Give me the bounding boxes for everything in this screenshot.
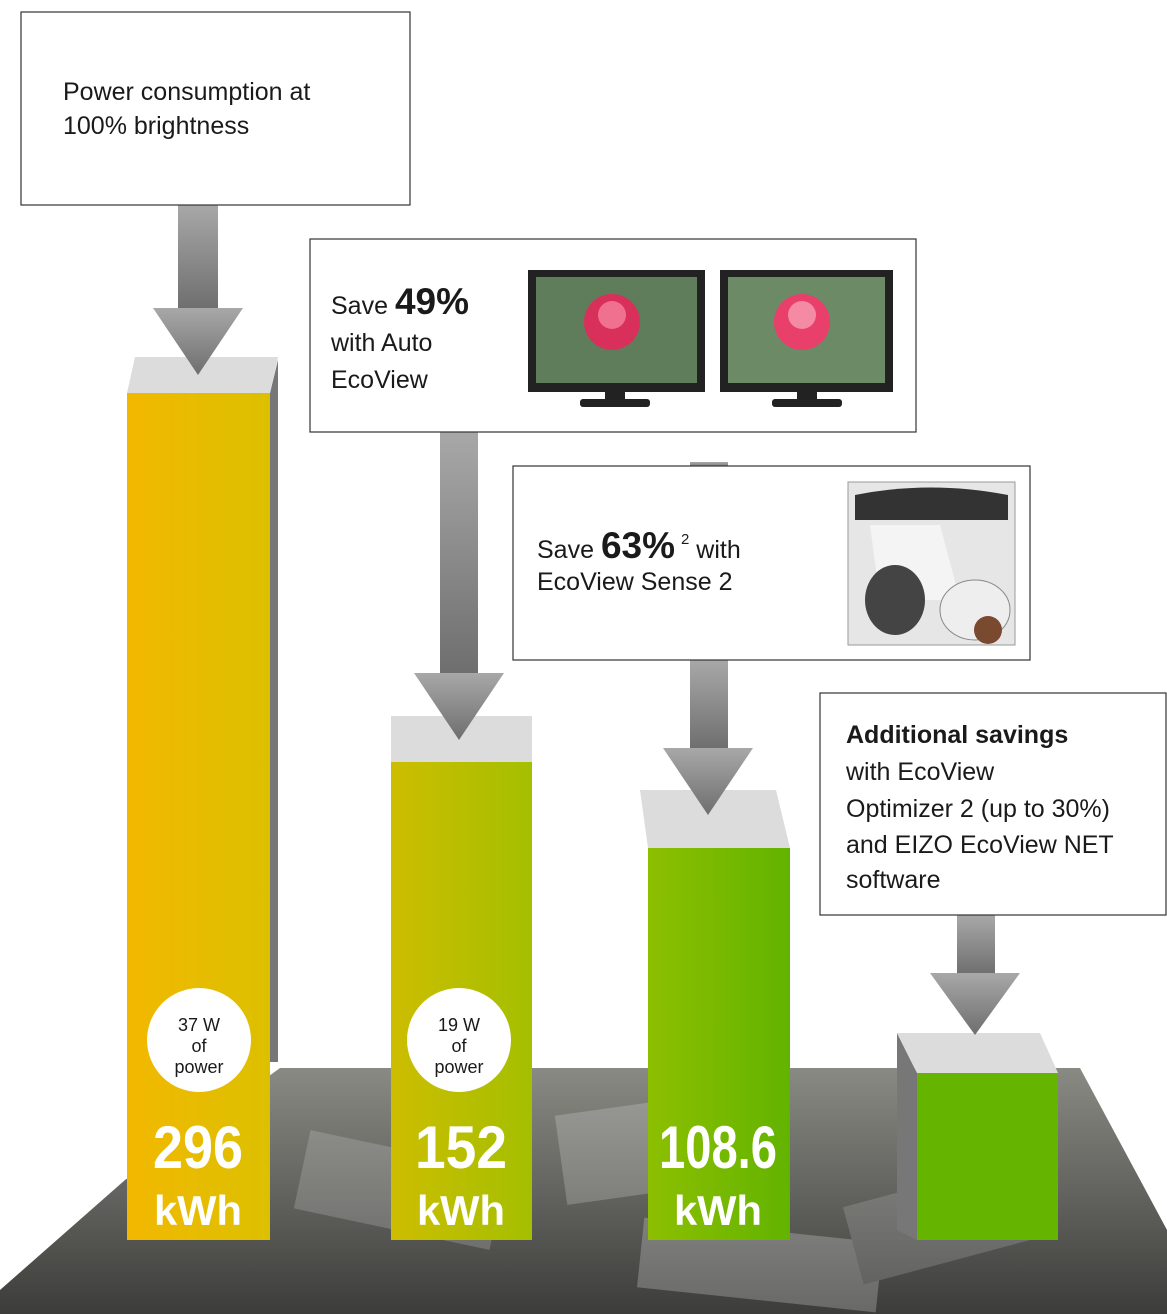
power-text: power — [174, 1057, 223, 1077]
callout-text: software — [846, 866, 940, 894]
callout-heading: Additional savings — [846, 721, 1068, 749]
energy-unit: kWh — [674, 1187, 762, 1234]
callout-box — [819, 692, 1167, 916]
callout-text: Optimizer 2 (up to 30%) — [846, 795, 1110, 823]
power-badge — [147, 988, 251, 1092]
power-text: of — [451, 1036, 467, 1056]
energy-unit: kWh — [417, 1187, 505, 1234]
bar — [648, 848, 790, 1240]
text: with — [695, 536, 740, 564]
energy-value: 296 — [153, 1114, 243, 1181]
arrows — [153, 205, 1020, 1035]
callout-text: 100% brightness — [63, 112, 249, 140]
highlight: 63% — [601, 525, 675, 566]
callout-text: with Auto — [330, 329, 432, 357]
bar-top — [897, 1033, 1058, 1073]
bar — [127, 393, 270, 1240]
energy-value: 108.6 — [659, 1114, 777, 1181]
bar-top — [640, 790, 790, 848]
callout-text: and EIZO EcoView NET — [846, 831, 1114, 859]
text: Save — [331, 292, 388, 320]
highlight: 49% — [395, 281, 469, 322]
power-badge — [407, 988, 511, 1092]
bar-side — [897, 1033, 917, 1240]
bar-side — [270, 360, 278, 1062]
callout-text: EcoView Sense 2 — [537, 568, 733, 596]
callout-box — [20, 11, 411, 206]
power-text: 19 W — [438, 1015, 480, 1035]
power-text: 37 W — [178, 1015, 220, 1035]
energy-value: 152 — [415, 1114, 507, 1181]
text: Save — [537, 536, 594, 564]
monitor-image — [528, 270, 893, 407]
bar-top — [127, 357, 278, 393]
power-text: of — [191, 1036, 207, 1056]
floor — [0, 1068, 1167, 1314]
callout-text: Power consumption at — [63, 78, 310, 106]
power-text: power — [434, 1057, 483, 1077]
bar-top — [391, 716, 532, 762]
bar — [917, 1073, 1058, 1240]
callout-text: Save 63% 2 with — [537, 522, 741, 566]
energy-unit: kWh — [154, 1187, 242, 1234]
callout-text: with EcoView — [845, 758, 995, 786]
sensor-image — [847, 481, 1016, 646]
callout-text: Save 49% — [331, 281, 469, 322]
footnote: 2 — [681, 531, 689, 548]
callout-text: EcoView — [331, 366, 429, 394]
